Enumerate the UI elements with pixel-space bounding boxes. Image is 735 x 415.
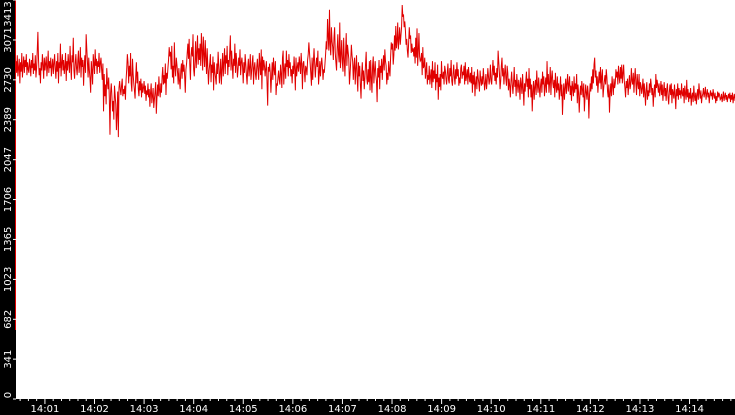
x-tick-label: 14:13 bbox=[626, 404, 655, 415]
x-axis-ticks: 14:01 14:02 14:03 14:04 14:05 14:06 14:07 14:08… bbox=[19, 399, 732, 415]
x-tick-label: 14:04 bbox=[179, 404, 208, 415]
y-tick-label: 1365 bbox=[3, 227, 14, 252]
x-tick-label: 14:08 bbox=[378, 404, 407, 415]
x-tick-label: 14:09 bbox=[427, 404, 456, 415]
x-axis-bar bbox=[0, 399, 735, 415]
y-tick-label: 3413 bbox=[3, 1, 14, 26]
y-tick-label: 2389 bbox=[3, 107, 14, 132]
y-tick-label: 1023 bbox=[3, 267, 14, 292]
y-tick-label: 3071 bbox=[3, 27, 14, 52]
y-tick-label: 682 bbox=[3, 310, 14, 329]
x-tick-label: 14:06 bbox=[278, 404, 307, 415]
x-tick-label: 14:05 bbox=[229, 404, 258, 415]
y-axis-bar bbox=[0, 0, 16, 415]
y-tick-label: 1706 bbox=[3, 187, 14, 212]
x-tick-label: 14:11 bbox=[526, 404, 555, 415]
y-tick-label: 2047 bbox=[3, 147, 14, 172]
series-line bbox=[15, 5, 735, 138]
x-tick-label: 14:14 bbox=[675, 404, 704, 415]
y-tick-label: 341 bbox=[3, 350, 14, 369]
x-tick-label: 14:10 bbox=[477, 404, 506, 415]
x-tick-label: 14:03 bbox=[130, 404, 159, 415]
x-tick-label: 14:02 bbox=[80, 404, 109, 415]
y-tick-label: 0 bbox=[3, 392, 14, 398]
x-tick-label: 14:12 bbox=[576, 404, 605, 415]
x-tick-label: 14:07 bbox=[328, 404, 357, 415]
y-tick-label: 2730 bbox=[3, 67, 14, 92]
x-tick-label: 14:01 bbox=[31, 404, 60, 415]
